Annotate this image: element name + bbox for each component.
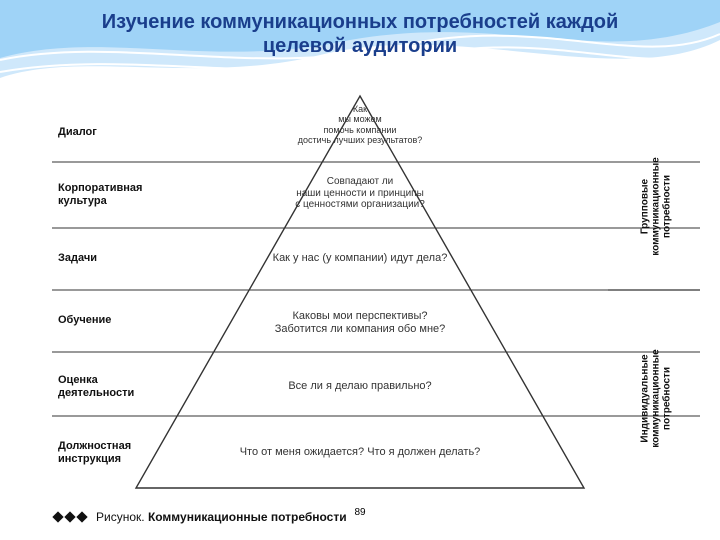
level-center-text-4: Все ли я делаю правильно? — [180, 380, 540, 393]
level-center-text-0: Какмы можемпомочь компаниидостичь лучших… — [180, 104, 540, 145]
level-left-label-2: Задачи — [58, 252, 168, 265]
right-group-label-1: Индивидуальныекоммуникационныепотребност… — [640, 309, 673, 489]
level-left-label-3: Обучение — [58, 314, 168, 327]
title-line-1: Изучение коммуникационных потребностей к… — [102, 11, 619, 33]
level-left-label-1: Корпоративнаякультура — [58, 182, 168, 207]
level-left-label-0: Диалог — [58, 126, 168, 139]
page-number: 89 — [0, 507, 720, 518]
slide-title: Изучение коммуникационных потребностей к… — [40, 10, 680, 58]
level-center-text-5: Что от меня ожидается? Что я должен дела… — [180, 446, 540, 459]
level-center-text-3: Каковы мои перспективы?Заботится ли комп… — [180, 310, 540, 335]
slide: Изучение коммуникационных потребностей к… — [0, 0, 720, 540]
level-center-text-1: Совпадают линаши ценности и принципыс це… — [180, 176, 540, 211]
level-center-text-2: Как у нас (у компании) идут дела? — [180, 252, 540, 265]
pyramid-outline — [136, 96, 584, 488]
pyramid-diagram: Диалог Какмы можемпомочь компаниидостичь … — [0, 90, 720, 520]
level-left-label-5: Должностнаяинструкция — [58, 440, 168, 465]
right-group-label-0: Групповыекоммуникационныепотребности — [640, 117, 673, 297]
title-line-2: целевой аудитории — [263, 35, 457, 57]
level-left-label-4: Оценкадеятельности — [58, 374, 168, 399]
